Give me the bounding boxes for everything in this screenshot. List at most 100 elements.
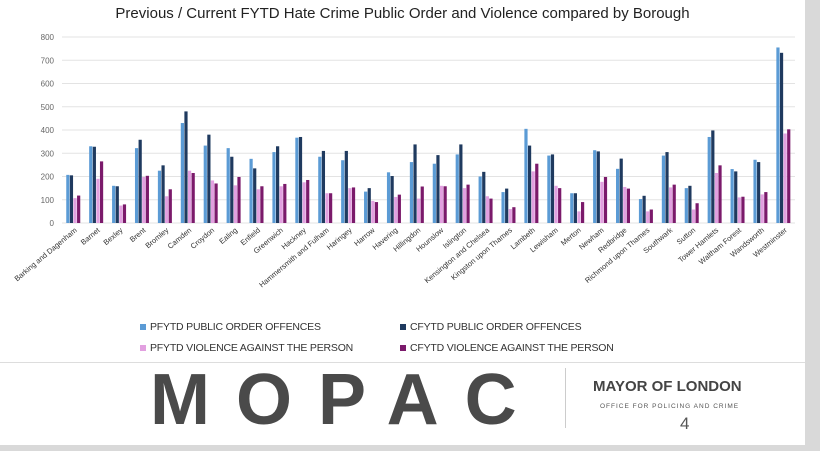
bar-1 xyxy=(642,195,646,223)
office-subtitle: OFFICE FOR POLICING AND CRIME xyxy=(600,403,740,410)
bar-0 xyxy=(203,145,207,223)
bar-3 xyxy=(260,186,264,223)
bar-0 xyxy=(364,191,368,223)
bar-1 xyxy=(230,156,234,223)
bar-1 xyxy=(459,144,463,223)
x-tick-label: Camden xyxy=(166,226,194,251)
bar-3 xyxy=(145,175,149,223)
bar-3 xyxy=(397,194,401,223)
bar-0 xyxy=(295,137,299,223)
bar-3 xyxy=(329,193,333,223)
bar-2 xyxy=(669,187,673,223)
x-tick-label: Ealing xyxy=(217,226,239,246)
y-tick-label: 500 xyxy=(41,103,55,112)
bar-3 xyxy=(420,186,424,223)
bar-3 xyxy=(168,189,172,223)
bar-0 xyxy=(272,152,276,223)
bar-3 xyxy=(374,202,379,223)
bar-3 xyxy=(512,207,516,223)
bar-2 xyxy=(531,171,535,223)
bar-3 xyxy=(535,163,539,223)
bar-2 xyxy=(119,205,123,223)
bar-1 xyxy=(184,111,188,223)
y-tick-label: 300 xyxy=(41,149,55,158)
y-tick-label: 400 xyxy=(41,126,55,135)
bar-0 xyxy=(661,155,666,223)
bar-1 xyxy=(688,185,692,223)
bar-1 xyxy=(596,151,600,223)
bar-1 xyxy=(734,171,738,223)
bar-1 xyxy=(527,145,532,223)
bar-2 xyxy=(187,170,192,223)
x-tick-label: Croydon xyxy=(189,226,217,251)
bar-2 xyxy=(783,133,787,223)
bar-0 xyxy=(180,123,184,223)
bar-2 xyxy=(508,209,512,223)
y-tick-label: 600 xyxy=(41,80,55,89)
bar-3 xyxy=(443,186,447,223)
bar-0 xyxy=(478,176,482,223)
bar-3 xyxy=(283,183,287,223)
bar-0 xyxy=(684,188,688,223)
y-tick-label: 0 xyxy=(50,219,55,228)
bar-1 xyxy=(69,175,74,223)
bar-3 xyxy=(649,209,653,223)
x-tick-label: Barking and Dagenham xyxy=(13,226,79,284)
bar-1 xyxy=(276,146,280,223)
bar-0 xyxy=(616,168,620,223)
bar-2 xyxy=(96,178,100,223)
bar-2 xyxy=(462,188,467,223)
bar-1 xyxy=(115,186,119,223)
bar-2 xyxy=(348,188,352,223)
bar-1 xyxy=(298,136,303,223)
bar-1 xyxy=(711,130,715,223)
bar-3 xyxy=(214,183,218,223)
bar-3 xyxy=(558,188,562,223)
divider xyxy=(0,362,805,363)
legend-swatch xyxy=(400,324,406,330)
legend-item-cfytd-violence: CFYTD VIOLENCE AGAINST THE PERSON xyxy=(400,342,614,354)
slide-page: Previous / Current FYTD Hate Crime Publi… xyxy=(0,0,805,445)
logo-divider xyxy=(565,368,566,428)
bar-0 xyxy=(341,160,345,223)
bar-3 xyxy=(787,129,791,223)
bar-3 xyxy=(351,187,356,223)
bar-0 xyxy=(730,169,734,223)
bar-1 xyxy=(436,155,440,223)
bar-2 xyxy=(714,173,719,223)
bar-0 xyxy=(547,155,551,223)
mopac-logo: MOPAC xyxy=(150,360,543,440)
bar-1 xyxy=(505,188,509,223)
bar-2 xyxy=(623,186,627,223)
page-number: 4 xyxy=(680,414,690,433)
y-tick-label: 700 xyxy=(41,56,55,65)
mayor-of-london-logo: MAYOR OF LONDON xyxy=(593,378,742,395)
bar-2 xyxy=(210,180,215,223)
bar-0 xyxy=(89,146,93,223)
legend-label: CFYTD VIOLENCE AGAINST THE PERSON xyxy=(410,342,614,354)
bar-2 xyxy=(142,176,146,223)
bar-0 xyxy=(112,185,116,223)
bar-2 xyxy=(325,193,329,223)
bar-2 xyxy=(394,196,398,223)
bar-0 xyxy=(409,162,414,223)
bar-3 xyxy=(122,204,127,223)
bar-2 xyxy=(691,209,696,223)
legend-item-cfytd-public-order: CFYTD PUBLIC ORDER OFFENCES xyxy=(400,321,582,333)
chart-title: Previous / Current FYTD Hate Crime Publi… xyxy=(115,5,690,22)
bar-0 xyxy=(570,193,574,223)
x-tick-label: Bromley xyxy=(144,225,171,250)
bar-2 xyxy=(256,189,260,223)
bar-3 xyxy=(718,165,722,223)
bar-3 xyxy=(580,202,585,223)
bar-0 xyxy=(432,163,436,223)
bar-1 xyxy=(321,150,326,223)
bar-0 xyxy=(455,154,459,223)
x-tick-label: Barnet xyxy=(79,225,102,247)
bar-3 xyxy=(741,196,745,223)
bar-1 xyxy=(413,144,417,223)
bar-3 xyxy=(764,192,768,223)
bar-1 xyxy=(138,139,142,223)
bar-1 xyxy=(390,176,394,223)
bar-2 xyxy=(302,182,306,223)
